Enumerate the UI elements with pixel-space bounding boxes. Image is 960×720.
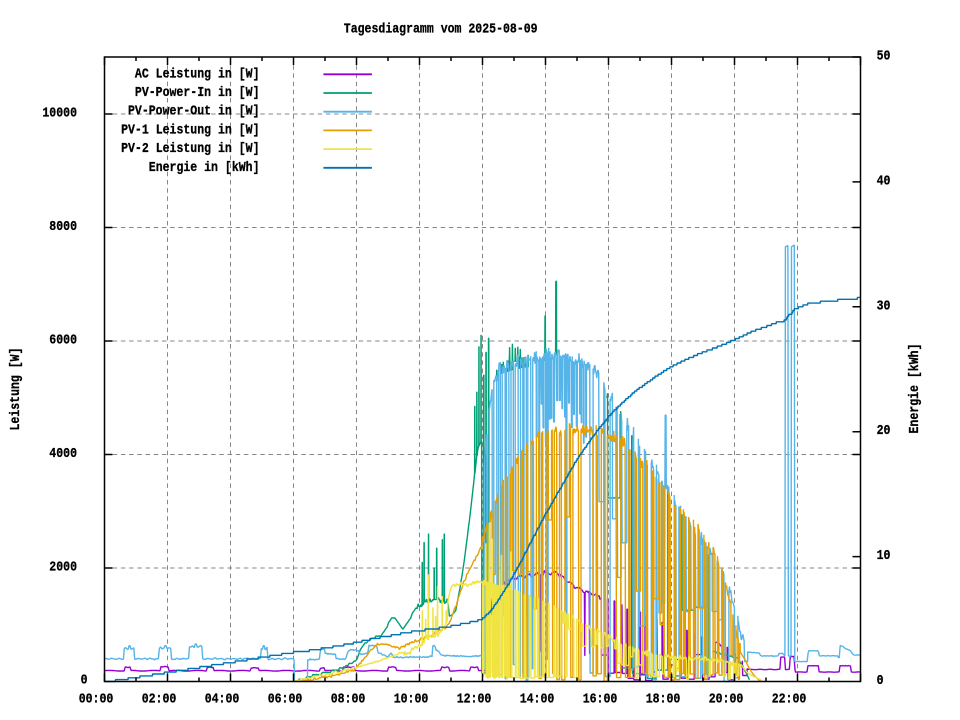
svg-text:20: 20 bbox=[877, 423, 891, 439]
svg-text:30: 30 bbox=[877, 298, 891, 314]
svg-text:2000: 2000 bbox=[49, 560, 77, 576]
svg-text:Energie [kWh]: Energie [kWh] bbox=[907, 344, 923, 434]
svg-text:6000: 6000 bbox=[49, 333, 77, 349]
svg-text:10000: 10000 bbox=[42, 106, 77, 122]
svg-text:Energie in [kWh]: Energie in [kWh] bbox=[149, 160, 260, 176]
svg-text:12:00: 12:00 bbox=[457, 692, 492, 708]
svg-text:16:00: 16:00 bbox=[583, 692, 618, 708]
svg-text:4000: 4000 bbox=[49, 446, 77, 462]
svg-text:PV-Power-In in [W]: PV-Power-In in [W] bbox=[135, 85, 260, 101]
svg-text:04:00: 04:00 bbox=[205, 692, 240, 708]
svg-text:8000: 8000 bbox=[49, 219, 77, 235]
svg-text:PV-2 Leistung in [W]: PV-2 Leistung in [W] bbox=[121, 141, 259, 157]
svg-text:0: 0 bbox=[81, 673, 88, 689]
svg-text:00:00: 00:00 bbox=[79, 692, 114, 708]
svg-text:06:00: 06:00 bbox=[268, 692, 303, 708]
svg-text:AC Leistung in [W]: AC Leistung in [W] bbox=[135, 66, 260, 82]
svg-text:22:00: 22:00 bbox=[772, 692, 807, 708]
svg-text:14:00: 14:00 bbox=[520, 692, 555, 708]
svg-text:0: 0 bbox=[877, 673, 884, 689]
svg-text:18:00: 18:00 bbox=[646, 692, 681, 708]
svg-text:Leistung [W]: Leistung [W] bbox=[8, 348, 24, 431]
svg-text:50: 50 bbox=[877, 49, 891, 65]
svg-text:10:00: 10:00 bbox=[394, 692, 429, 708]
svg-text:02:00: 02:00 bbox=[142, 692, 177, 708]
svg-text:40: 40 bbox=[877, 173, 891, 189]
svg-text:10: 10 bbox=[877, 548, 891, 564]
svg-text:PV-1 Leistung in [W]: PV-1 Leistung in [W] bbox=[121, 122, 259, 138]
svg-text:Tagesdiagramm vom 2025-08-09: Tagesdiagramm vom 2025-08-09 bbox=[344, 22, 538, 38]
svg-text:08:00: 08:00 bbox=[331, 692, 366, 708]
svg-text:20:00: 20:00 bbox=[709, 692, 744, 708]
svg-text:PV-Power-Out in [W]: PV-Power-Out in [W] bbox=[128, 104, 260, 120]
